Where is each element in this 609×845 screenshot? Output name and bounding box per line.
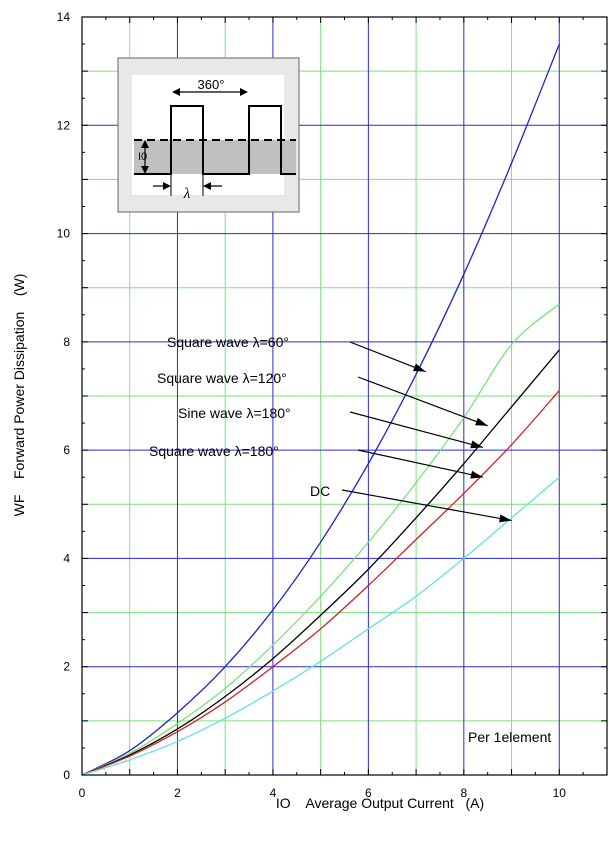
annotation-arrow-head xyxy=(470,440,483,449)
period-angle-label: 360° xyxy=(198,77,225,92)
waveform-inset: 360° I0 λ xyxy=(117,57,300,213)
axis-ticks xyxy=(81,16,608,776)
y-tick-label: 2 xyxy=(63,660,70,674)
y-tick-label: 14 xyxy=(57,10,71,24)
annotation-arrow-line xyxy=(349,341,426,373)
annotations: Square wave λ=60° Square wave λ=120° Sine … xyxy=(149,334,512,523)
annotation-label: Square wave λ=120° xyxy=(157,370,287,386)
annotation-arrow-head xyxy=(499,514,512,523)
series-line xyxy=(81,303,560,776)
width-arrow-left-head xyxy=(163,182,171,190)
x-axis-label: IO Average Output Current (A) xyxy=(276,795,484,811)
current-arrow-down-head xyxy=(141,166,149,174)
series-line xyxy=(81,349,560,776)
x-tick-label: 10 xyxy=(553,786,567,800)
period-arrow-left-head xyxy=(172,88,180,96)
series-line xyxy=(81,476,560,776)
y-tick-label: 0 xyxy=(63,768,70,782)
annotation-label: Square wave λ=180° xyxy=(149,443,279,459)
y-tick-label: 12 xyxy=(57,118,71,132)
y-axis-label: WF Forward Power Dissipation (W) xyxy=(11,274,27,517)
annotation-arrow-line xyxy=(349,411,484,449)
x-tick-label: 2 xyxy=(174,786,181,800)
major-grid xyxy=(82,17,607,775)
x-tick-label: 6 xyxy=(365,786,372,800)
annotation-arrow-line xyxy=(357,376,488,427)
current-level-label: I0 xyxy=(138,151,147,163)
annotation-label: DC xyxy=(310,483,330,499)
inset-diagram-area xyxy=(132,75,284,195)
tick-labels: 0 2 4 6 8 10 0 2 4 6 8 10 12 14 xyxy=(57,10,567,800)
period-arrow-right-head xyxy=(240,88,248,96)
width-arrow-right-head xyxy=(203,182,211,190)
y-tick-label: 4 xyxy=(63,551,70,565)
annotation-arrow-head xyxy=(475,417,488,426)
annotation-arrow-head xyxy=(470,470,483,479)
x-tick-label: 4 xyxy=(270,786,277,800)
y-tick-label: 6 xyxy=(63,443,70,457)
series-line xyxy=(81,390,560,776)
series-layer xyxy=(81,43,560,776)
annotation-arrow-line xyxy=(341,489,512,522)
series-line xyxy=(81,43,560,776)
annotation-label: Sine wave λ=180° xyxy=(178,405,291,421)
x-tick-label: 8 xyxy=(460,786,467,800)
y-tick-label: 8 xyxy=(63,335,70,349)
pulse-width-label: λ xyxy=(183,186,191,202)
annotation-arrow-head xyxy=(413,363,426,372)
pulse-waveform xyxy=(134,105,296,175)
per-element-note: Per 1element xyxy=(468,729,551,745)
annotation-arrow-line xyxy=(357,449,484,478)
x-tick-label: 0 xyxy=(79,786,86,800)
current-arrow-up-head xyxy=(141,140,149,148)
y-tick-label: 10 xyxy=(57,227,71,241)
annotation-label: Square wave λ=60° xyxy=(167,334,289,350)
average-current-band xyxy=(134,140,296,174)
